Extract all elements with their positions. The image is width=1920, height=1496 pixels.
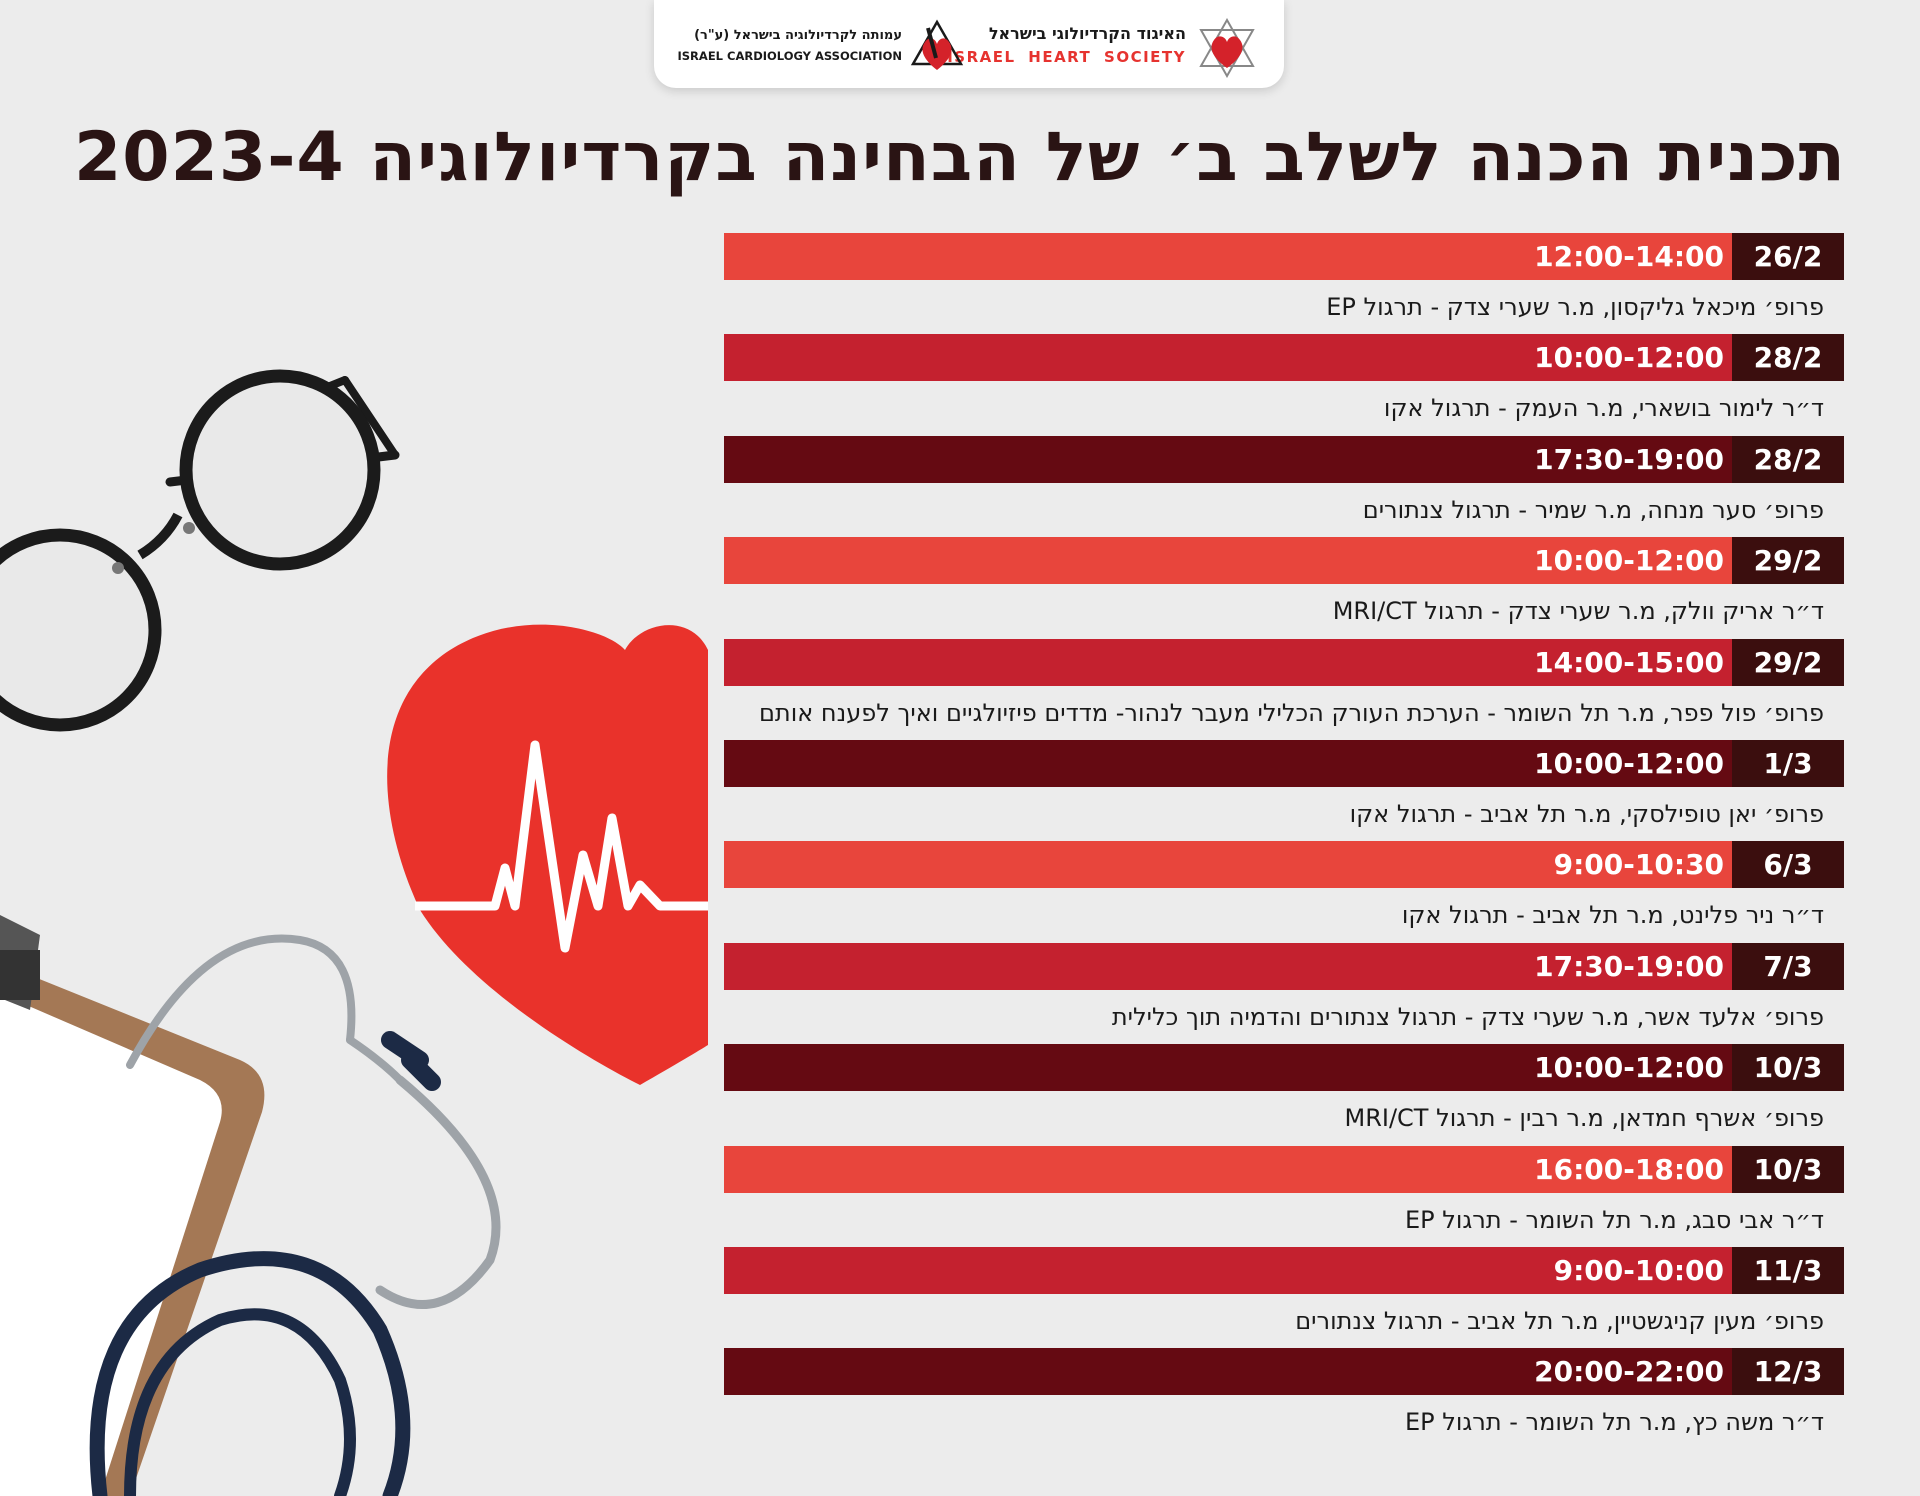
- session-date: 29/2: [1732, 638, 1844, 686]
- session-time: 17:30-19:00: [1534, 949, 1724, 983]
- schedule-session: 1/3 10:00-12:00 פרופ׳ יאן טופילסקי, מ.ר תל…: [724, 739, 1844, 841]
- session-bar: 10/3 10:00-12:00: [724, 1044, 1844, 1092]
- schedule-session: 11/3 9:00-10:00 פרופ׳ מעין קניגשטיין, מ.ר …: [724, 1246, 1844, 1348]
- schedule-list: 26/2 12:00-14:00 פרופ׳ מיכאל גליקסון, מ.ר …: [724, 233, 1844, 1450]
- heart-ecg-icon: [387, 624, 708, 1085]
- heart-star-icon: [1199, 18, 1255, 78]
- schedule-session: 29/2 10:00-12:00 ד״ר אריק וולק, מ.ר שערי צ…: [724, 537, 1844, 638]
- session-time: 17:30-19:00: [1534, 442, 1724, 476]
- session-description: ד״ר משה כץ, מ.ר תל השומר - תרגול EP: [1404, 1408, 1824, 1437]
- session-bar: 26/2 12:00-14:00: [724, 233, 1844, 280]
- session-date: 28/2: [1732, 435, 1844, 483]
- session-date: 10/3: [1732, 1145, 1844, 1193]
- session-time: 10:00-12:00: [1534, 341, 1724, 375]
- session-time: 20:00-22:00: [1534, 1355, 1724, 1389]
- session-date: 7/3: [1732, 942, 1844, 990]
- session-time: 14:00-15:00: [1534, 645, 1724, 679]
- israel-heart-society-logo: האיגוד הקרדיולוגי בישראל ISRAEL HEART SO…: [947, 16, 1256, 78]
- session-description: פרופ׳ אשרף חמדאן, מ.ר רבין - תרגול MRI/C…: [1344, 1104, 1825, 1133]
- session-time: 9:00-10:00: [1553, 1253, 1724, 1287]
- session-date: 11/3: [1732, 1246, 1844, 1294]
- session-bar: 28/2 10:00-12:00: [724, 334, 1844, 382]
- session-date: 1/3: [1732, 739, 1844, 787]
- session-bar: 10/3 16:00-18:00: [724, 1145, 1844, 1193]
- session-description: ד״ר לימור בושארי, מ.ר העמק - תרגול אקו: [1383, 394, 1824, 423]
- clipboard-icon: [0, 915, 265, 1496]
- schedule-session: 10/3 16:00-18:00 ד״ר אבי סבג, מ.ר תל השומר…: [724, 1145, 1844, 1247]
- heart-society-hebrew: האיגוד הקרדיולוגי בישראל: [988, 24, 1186, 43]
- session-bar: 6/3 9:00-10:30: [724, 841, 1844, 889]
- session-date: 26/2: [1732, 233, 1844, 280]
- session-time: 12:00-14:00: [1534, 240, 1724, 273]
- session-bar: 29/2 14:00-15:00: [724, 638, 1844, 686]
- session-date: 12/3: [1732, 1348, 1844, 1396]
- cardiology-association-hebrew: עמותה לקרדיולוגיה בישראל (ע"ר): [694, 28, 902, 43]
- schedule-session: 7/3 17:30-19:00 פרופ׳ אלעד אשר, מ.ר שערי צ…: [724, 942, 1844, 1044]
- heart-society-english: ISRAEL HEART SOCIETY: [947, 48, 1186, 66]
- session-date: 10/3: [1732, 1044, 1844, 1092]
- session-bar: 1/3 10:00-12:00: [724, 739, 1844, 787]
- session-time: 10:00-12:00: [1534, 544, 1724, 578]
- schedule-session: 26/2 12:00-14:00 פרופ׳ מיכאל גליקסון, מ.ר …: [724, 233, 1844, 334]
- session-bar: 29/2 10:00-12:00: [724, 537, 1844, 585]
- schedule-session: 6/3 9:00-10:30 ד״ר ניר פלינט, מ.ר תל אביב …: [724, 841, 1844, 942]
- session-date: 28/2: [1732, 334, 1844, 382]
- schedule-session: 28/2 10:00-12:00 ד״ר לימור בושארי, מ.ר העמ…: [724, 334, 1844, 435]
- session-description: פרופ׳ פול פפר, מ.ר תל השומר - הערכת העור…: [759, 698, 1824, 727]
- session-description: פרופ׳ סער מנחה, מ.ר שמיר - תרגול צנתורים: [1362, 495, 1824, 524]
- session-time: 9:00-10:30: [1553, 848, 1724, 882]
- schedule-session: 28/2 17:30-19:00 פרופ׳ סער מנחה, מ.ר שמיר …: [724, 435, 1844, 537]
- schedule-session: 10/3 10:00-12:00 פרופ׳ אשרף חמדאן, מ.ר רבי…: [724, 1044, 1844, 1145]
- glasses-icon: [0, 369, 400, 732]
- session-description: פרופ׳ יאן טופילסקי, מ.ר תל אביב - תרגול …: [1349, 799, 1824, 828]
- session-bar: 12/3 20:00-22:00: [724, 1348, 1844, 1396]
- session-bar: 7/3 17:30-19:00: [724, 942, 1844, 990]
- logo-header: האיגוד הקרדיולוגי בישראל ISRAEL HEART SO…: [654, 0, 1284, 88]
- heart-star-icon: [910, 19, 964, 70]
- session-time: 10:00-12:00: [1534, 746, 1724, 780]
- page-title: תכנית הכנה לשלב ב׳ של הבחינה בקרדיולוגיה…: [73, 118, 1847, 197]
- session-description: ד״ר אריק וולק, מ.ר שערי צדק - תרגול MRI/…: [1332, 597, 1824, 626]
- session-description: פרופ׳ מעין קניגשטיין, מ.ר תל אביב - תרגו…: [1295, 1306, 1824, 1335]
- stethoscope-icon: [89, 934, 501, 1496]
- session-time: 16:00-18:00: [1534, 1152, 1724, 1186]
- schedule-session: 29/2 14:00-15:00 פרופ׳ פול פפר, מ.ר תל השו…: [724, 638, 1844, 740]
- session-date: 6/3: [1732, 841, 1844, 889]
- session-description: פרופ׳ אלעד אשר, מ.ר שערי צדק - תרגול צנת…: [1111, 1002, 1824, 1031]
- session-description: ד״ר אבי סבג, מ.ר תל השומר - תרגול EP: [1404, 1205, 1824, 1234]
- session-bar: 28/2 17:30-19:00: [724, 435, 1844, 483]
- schedule-session: 12/3 20:00-22:00 ד״ר משה כץ, מ.ר תל השומר …: [724, 1348, 1844, 1449]
- session-description: פרופ׳ מיכאל גליקסון, מ.ר שערי צדק - תרגו…: [1326, 293, 1824, 321]
- session-description: ד״ר ניר פלינט, מ.ר תל אביב - תרגול אקו: [1401, 901, 1824, 930]
- session-date: 29/2: [1732, 537, 1844, 585]
- israel-cardiology-association-logo: עמותה לקרדיולוגיה בישראל (ע"ר) ISRAEL CA…: [678, 16, 964, 76]
- session-time: 10:00-12:00: [1534, 1051, 1724, 1085]
- cardiology-association-english: ISRAEL CARDIOLOGY ASSOCIATION: [677, 49, 903, 63]
- session-bar: 11/3 9:00-10:00: [724, 1246, 1844, 1294]
